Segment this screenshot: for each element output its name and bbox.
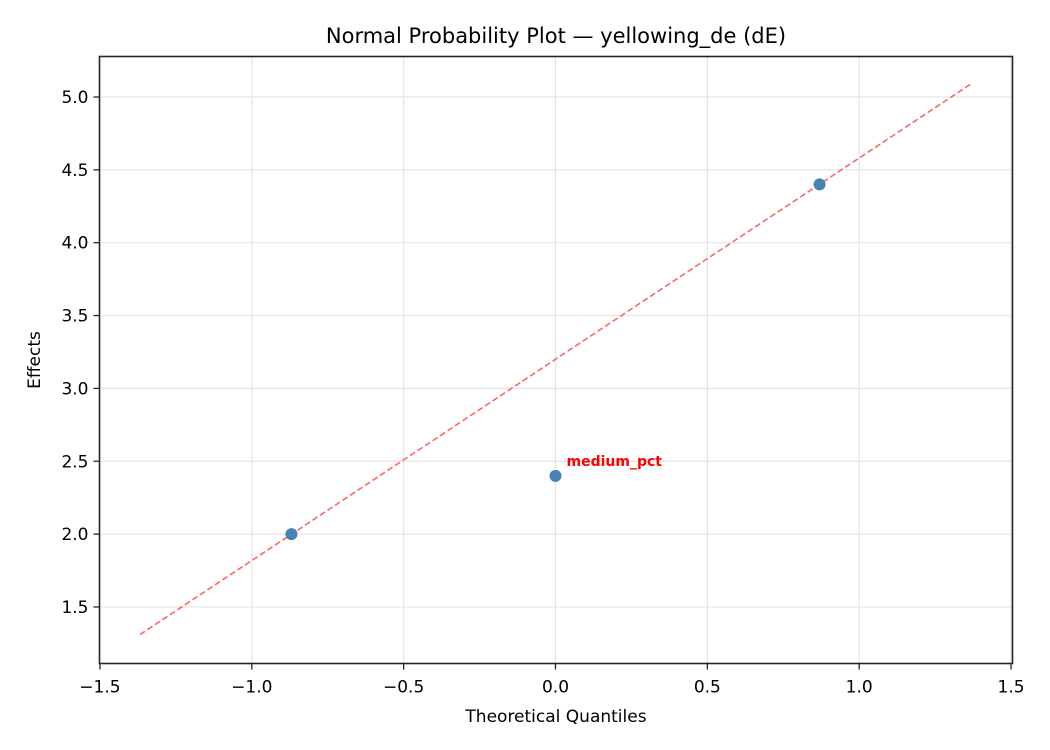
reference-line: [139, 83, 972, 636]
x-tick-label: −1.0: [231, 678, 272, 698]
y-tick-label: 2.5: [61, 452, 88, 472]
data-point: [549, 469, 562, 482]
y-tick-label: 1.5: [61, 598, 88, 618]
x-tick-label: −1.5: [79, 678, 120, 698]
data-point: [285, 528, 298, 541]
y-tick-label: 2.0: [61, 525, 88, 545]
y-axis-label: Effects: [25, 331, 45, 389]
plot-area: medium_pct −1.5 −1.0 −0.5 0.0 0.5 1.0 1.5 1.5 2.0…: [61, 55, 1025, 698]
chart-title: Normal Probability Plot — yellowing_de (…: [326, 24, 786, 49]
y-tick-label: 4.5: [61, 161, 88, 181]
x-tick-label: −0.5: [383, 678, 424, 698]
data-point: [813, 178, 826, 191]
y-tick-label: 4.0: [61, 234, 88, 254]
x-tick-label: 0.5: [694, 678, 721, 698]
y-tick-label: 3.5: [61, 307, 88, 327]
y-tick-label: 3.0: [61, 379, 88, 399]
x-tick-label: 1.0: [846, 678, 873, 698]
x-tick-label: 1.5: [998, 678, 1025, 698]
x-tick-label: 0.0: [542, 678, 569, 698]
annotation-label: medium_pct: [567, 454, 663, 470]
y-tick-label: 5.0: [61, 88, 88, 108]
x-axis-label: Theoretical Quantiles: [464, 707, 646, 727]
